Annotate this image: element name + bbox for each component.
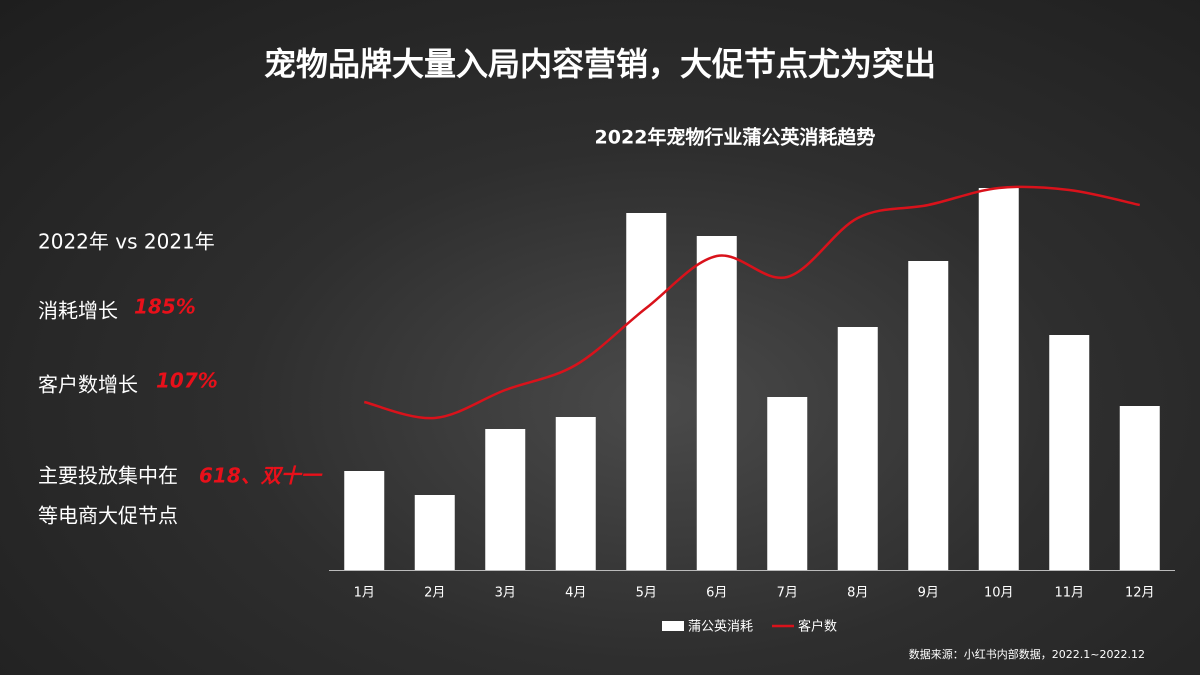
x-tick-label: 2月 [424,586,445,601]
x-tick-label: 11月 [1054,586,1084,601]
spend-growth: 185% [134,295,196,319]
x-tick-label: 1月 [354,586,375,601]
spend-label: 消耗增长 [38,299,118,323]
bar [555,417,596,570]
x-tick-label: 12月 [1125,586,1155,601]
bar [344,471,385,570]
legend-swatch [662,621,684,631]
bar [626,213,667,570]
bar [908,261,949,570]
customer-label: 客户数增长 [38,373,138,397]
x-tick-label: 7月 [777,586,798,601]
bar [414,495,455,570]
bar [1119,406,1160,570]
focus-highlight: 618、双十一 [199,464,323,488]
customer-growth: 107% [156,369,218,393]
x-tick-label: 9月 [918,586,939,601]
bar [767,397,808,570]
source-note: 数据来源：小红书内部数据，2022.1~2022.12 [909,647,1145,661]
legend-label: 客户数 [798,619,837,635]
x-tick-label: 5月 [636,586,657,601]
x-tick-label: 8月 [847,586,868,601]
bar [978,188,1019,570]
focus-prefix: 主要投放集中在 [38,464,178,488]
x-tick-label: 4月 [565,586,586,601]
x-tick-label: 3月 [495,586,516,601]
x-tick-label: 6月 [706,586,727,601]
bar [696,236,737,570]
focus-suffix: 等电商大促节点 [38,504,178,528]
bar [1049,335,1090,570]
chart-title: 2022年宠物行业蒲公英消耗趋势 [595,126,876,149]
legend-label: 蒲公英消耗 [688,620,753,635]
page-title: 宠物品牌大量入局内容营销，大促节点尤为突出 [264,45,936,83]
x-tick-label: 10月 [984,586,1014,601]
bar [485,429,526,570]
bar [837,327,878,570]
line [363,185,1141,420]
compare-text: 2022年 vs 2021年 [38,230,215,254]
